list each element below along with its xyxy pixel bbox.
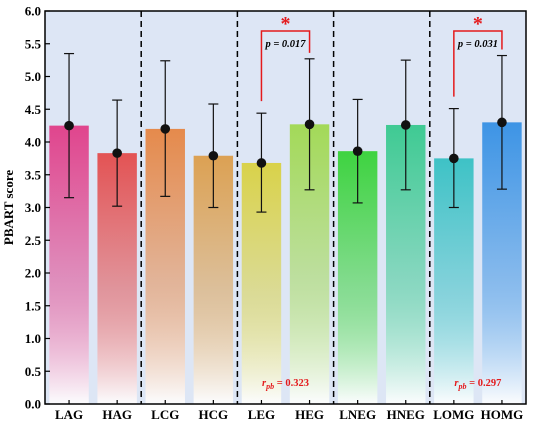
mean-point — [304, 119, 315, 130]
y-tick-label: 4.5 — [25, 102, 42, 117]
y-tick-label: 0.5 — [25, 364, 42, 379]
x-tick-label-homg: HOMG — [481, 407, 524, 422]
mean-point — [112, 148, 122, 158]
effect-size-value: = 0.323 — [274, 378, 309, 389]
x-tick-label-leg: LEG — [248, 407, 275, 422]
p-value-label: p = 0.017 — [264, 39, 306, 50]
x-tick-label-lomg: LOMG — [433, 407, 474, 422]
x-tick-label-lag: LAG — [55, 407, 83, 422]
effect-size-value: = 0.297 — [467, 378, 502, 389]
y-axis-title: PBART score — [1, 170, 16, 245]
x-tick-label-heg: HEG — [295, 407, 324, 422]
y-tick-label: 2.5 — [25, 233, 42, 248]
effect-size-subscript: pb — [458, 382, 467, 391]
bars-layer — [49, 122, 522, 405]
x-tick-label-hcg: HCG — [199, 407, 229, 422]
x-tick-label-hneg: HNEG — [387, 407, 425, 422]
significance-bracket — [453, 30, 503, 97]
y-tick-label: 5.0 — [25, 69, 41, 84]
y-tick-label: 3.5 — [25, 167, 42, 182]
mean-point — [256, 158, 267, 168]
effect-size-subscript: pb — [265, 382, 274, 391]
y-tick-label: 1.0 — [25, 331, 41, 346]
group-dividers — [140, 11, 431, 404]
y-tick-label: 2.0 — [25, 266, 41, 281]
significance-star: * — [473, 13, 483, 35]
mean-point — [64, 120, 74, 131]
error-bars-layer — [64, 52, 507, 213]
effect-size-label: rpb = 0.297 — [454, 378, 501, 391]
mean-point — [208, 150, 219, 161]
y-tick-label: 5.5 — [25, 36, 42, 51]
mean-point — [497, 117, 507, 128]
y-tick-label: 1.5 — [25, 298, 42, 313]
effect-size-label: rpb = 0.323 — [262, 378, 309, 391]
y-tick-label: 4.0 — [25, 135, 41, 150]
x-axis-labels: LAG HAG LCG HCG LEG HEG LNEG HNEG LOMG HOMG — [55, 400, 523, 422]
mean-point — [160, 124, 171, 134]
mean-point — [400, 120, 411, 130]
x-tick-label-lcg: LCG — [151, 407, 179, 422]
y-tick-label: 3.0 — [25, 200, 41, 215]
p-value-label: p = 0.031 — [457, 39, 498, 50]
significance-bracket — [260, 30, 311, 102]
x-tick-label-lneg: LNEG — [339, 407, 376, 422]
x-tick-label-hag: HAG — [102, 407, 132, 422]
plot-frame — [44, 10, 527, 405]
effect-size-symbol: r — [454, 378, 459, 389]
y-tick-label: 0.0 — [25, 397, 41, 412]
mean-point — [449, 153, 459, 164]
effect-size-symbol: r — [262, 378, 267, 389]
mean-point — [352, 146, 363, 156]
y-tick-label: 6.0 — [25, 4, 41, 19]
significance-star: * — [281, 13, 291, 35]
